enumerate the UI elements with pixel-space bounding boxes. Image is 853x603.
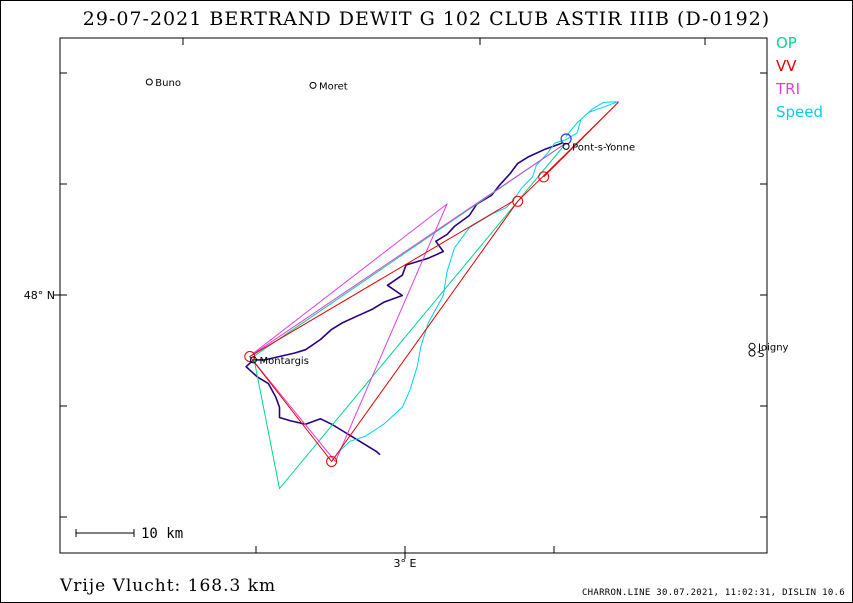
series-op [253,142,567,490]
place-marker-icon [562,142,570,150]
scale-bar-label: 10 km [141,526,183,542]
turnpoint-1 [326,456,338,467]
axis-ticks [54,38,767,559]
scale-bar: 10 km [75,526,183,542]
turnpoint-3 [538,171,550,183]
place-label: Pont-s-Yonne [572,142,635,153]
flight-tracks [244,101,619,490]
series-vv [249,101,619,462]
place-marker-icon [748,342,756,350]
legend-item-vv: VV [776,57,797,75]
place-marker-icon [748,349,756,357]
map-area [59,37,768,554]
series-tri [249,142,567,462]
place-label: Moret [319,81,348,92]
legend-item-op: OP [776,34,797,52]
place-label: S [758,349,764,360]
place-moret: Moret [309,81,348,92]
legend-item-speed: Speed [776,103,823,121]
lat-axis-label: 48° N [24,289,55,302]
place-label: Montargis [260,356,309,367]
series-speed [331,101,619,462]
chart-title: 29-07-2021 BERTRAND DEWIT G 102 CLUB AST… [82,8,771,30]
lon-axis-label: 3° E [394,557,417,570]
legend: OP VV TRI Speed [775,34,823,121]
place-label: Buno [155,78,181,89]
place-marker-icon [145,78,153,86]
place-montargis: Montargis [250,356,309,367]
turnpoint-2 [512,195,524,207]
software-credit: CHARRON.LINE 30.07.2021, 11:02:31, DISLI… [581,588,845,598]
distance-label: Vrije Vlucht: 168.3 km [60,576,277,596]
place-joigny: Joigny [748,342,789,353]
series-track [245,142,563,456]
place-marker-icon [250,356,257,364]
place-s: S [748,349,764,360]
place-marker-icon [309,81,317,89]
place-label: Joigny [757,342,789,353]
place-buno: Buno [145,78,181,89]
start-marker [560,133,572,145]
turnpoint-0 [244,351,256,362]
legend-item-tri: TRI [775,80,800,98]
place-pont-s-yonne: Pont-s-Yonne [562,142,635,153]
